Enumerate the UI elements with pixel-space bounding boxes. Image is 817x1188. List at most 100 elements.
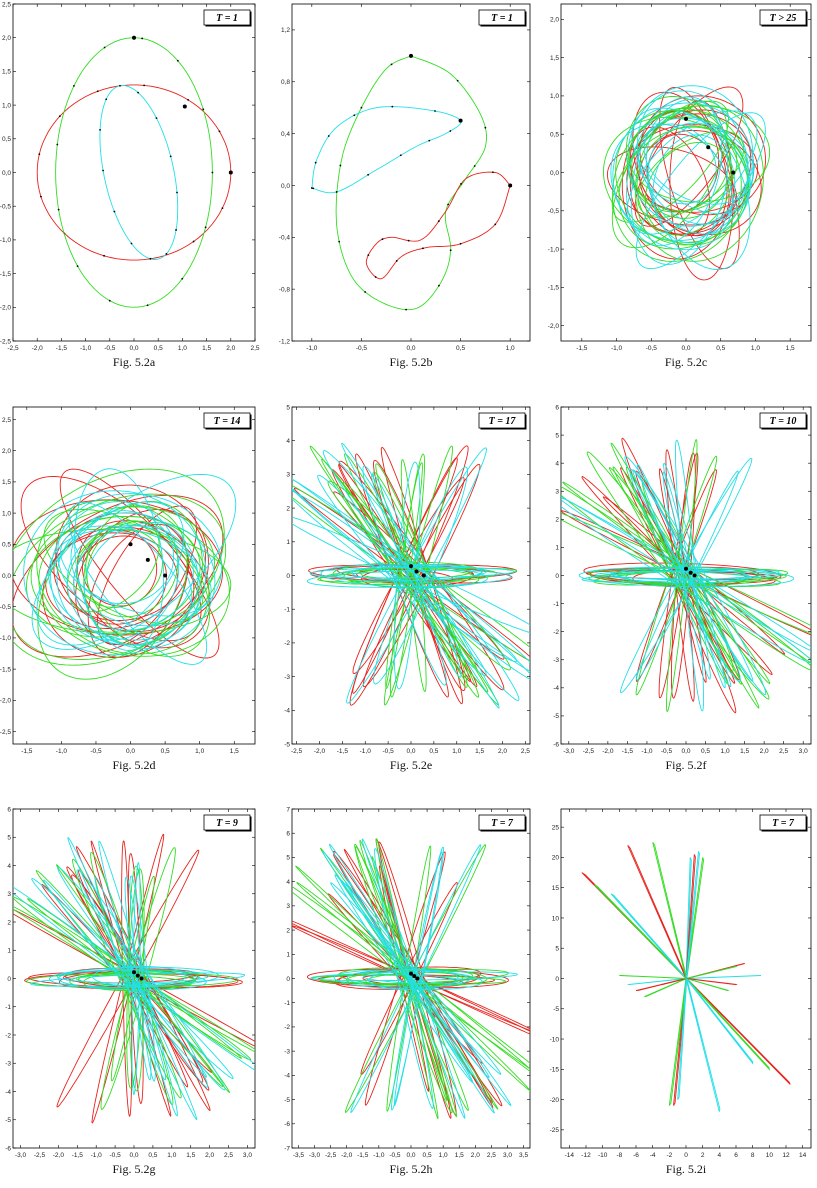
orbit-green [335,55,487,311]
figure-caption: Fig. 5.2g [112,1162,155,1176]
y-tick-label: -2 [5,1032,11,1039]
x-tick-label: 2 [701,1152,705,1159]
orbit-cyan [94,876,167,1081]
orbit-green [359,840,458,1118]
orbit-cyan [36,501,185,646]
y-tick-label: -0,5 [548,208,560,215]
orbit-marker [449,249,452,252]
y-tick-label: -3 [553,657,559,664]
badge-label: T = 9 [216,818,238,829]
orbit-cyan [306,569,512,588]
x-tick-label: 1,0 [195,748,204,755]
y-tick-label: 0 [555,573,559,580]
x-tick-label: 1,0 [167,1152,176,1159]
plot-frame [12,3,256,342]
orbit-marker [395,260,398,262]
x-tick-label: -2,0 [341,1152,353,1159]
orbit-marker [428,139,431,142]
y-tick-label: 0,4 [281,131,290,138]
x-tick-label: 1,5 [202,345,211,352]
orbit-cyan [636,463,732,688]
orbit-marker [141,37,144,40]
orbit-marker [169,155,172,158]
x-tick-label: -1,0 [641,748,653,755]
y-tick-label: 5 [286,855,290,862]
y-tick-label: -1,5 [0,271,11,278]
orbit-green [342,481,477,670]
chart-a: -2,5 -2,0 -1,5 -1,0 -0,5 0,0 0,5 1,0 1,5 2,0 2,5 -2… [0,1,260,369]
orbit-marker [103,254,105,257]
orbit-marker [143,84,146,87]
orbit-marker [96,90,99,93]
y-tick-label: 2 [7,919,11,926]
figure-caption: Fig. 5.2i [666,1162,707,1176]
x-tick-label: 0,5 [429,748,438,755]
chart-g: -3,0 -2,5 -2,0 -1,5 -1,0 -0,5 0,0 0,5 1,0 1,5 2,0 2… [5,806,256,1176]
x-tick-label: 1,0 [178,345,187,352]
y-tick-label: -3 [284,1048,290,1055]
y-tick-label: -4 [284,1073,290,1080]
orbit-red [349,445,469,706]
badge-label: T = 1 [491,13,513,24]
x-tick-label: 14 [799,1152,807,1159]
orbit-marker [437,220,440,223]
x-tick-label: 2,5 [224,1152,233,1159]
body-marker [415,976,420,981]
x-tick-label: -1,5 [21,748,33,755]
orbit-marker [149,257,152,260]
y-tick-label: 0,0 [281,183,290,190]
x-tick-label: 1,5 [230,748,239,755]
orbit-green [400,459,427,693]
orbit-red [634,86,744,227]
plot-area [13,833,255,1124]
orbit-cyan [292,478,530,680]
orbit-cyan [620,457,753,694]
x-tick-label: -2,0 [32,345,44,352]
body-marker [128,542,133,547]
orbit-cyan [374,848,434,1110]
orbit-cyan [124,876,152,1081]
orbit-cyan [362,465,447,686]
orbit-cyan [362,973,464,985]
plot-area [36,37,232,308]
x-tick-label: -1,0 [56,748,68,755]
figure-caption: Fig. 5.2f [665,758,706,772]
orbit-green [593,884,688,979]
orbit-green [685,978,771,1071]
orbit-cyan [346,447,487,704]
orbit-green [354,846,469,1112]
orbit-marker [221,207,224,210]
y-tick-label: -6 [553,741,559,748]
y-tick-label: 3 [286,472,290,479]
badge-box [759,9,807,26]
y-tick-label: 0,5 [2,542,11,549]
orbit-cyan [645,113,751,270]
orbit-marker [494,223,497,226]
orbit-red [365,171,511,280]
x-tick-label: 0,5 [148,1152,157,1159]
orbit-green [13,468,225,666]
x-tick-label: -2,0 [602,748,614,755]
x-tick-label: -3,5 [293,1152,305,1159]
orbit-cyan [663,462,726,689]
y-tick-label: -6 [5,1145,11,1152]
orbit-red [606,146,738,226]
body-marker [409,564,413,569]
orbit-cyan [345,881,472,1076]
x-tick-label: 1,0 [439,1152,448,1159]
x-tick-label: -2,0 [53,1152,65,1159]
orbit-cyan [50,501,180,641]
orbit-green [562,481,811,664]
orbit-green [603,116,749,243]
y-tick-label: 0,0 [550,170,559,177]
orbit-marker [211,171,214,174]
orbit-cyan [631,107,751,215]
badge-label: T = 17 [489,416,517,427]
orbit-cyan [292,478,530,672]
orbit-green [612,466,742,685]
orbit-cyan [57,493,223,627]
orbit-green [375,463,468,688]
y-tick-label: 2,5 [2,417,11,424]
orbit-cyan [561,497,811,652]
